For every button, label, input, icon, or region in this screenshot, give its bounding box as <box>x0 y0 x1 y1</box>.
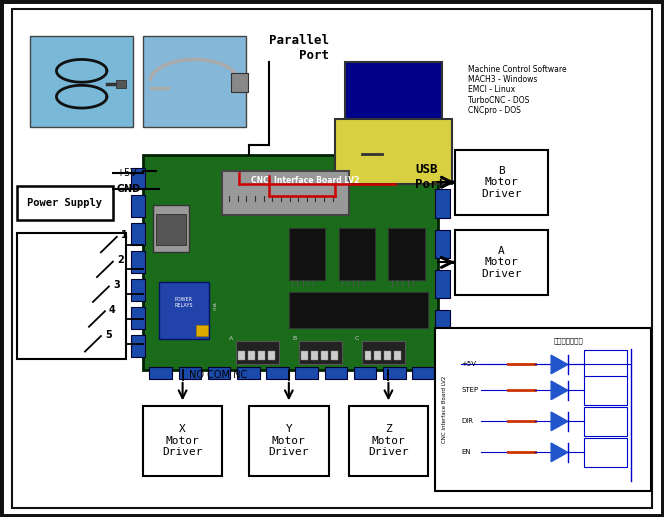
Polygon shape <box>551 381 568 400</box>
Bar <box>299 341 342 364</box>
Bar <box>268 351 275 360</box>
Text: 4: 4 <box>109 305 116 315</box>
Text: X
Motor
Driver: X Motor Driver <box>163 424 203 458</box>
Bar <box>394 351 401 360</box>
Bar <box>455 230 548 295</box>
Bar <box>384 351 391 360</box>
Bar <box>17 233 126 359</box>
Bar <box>435 270 450 298</box>
Bar <box>156 214 186 245</box>
Text: POWER
RELAYS: POWER RELAYS <box>175 297 193 308</box>
Bar <box>131 168 145 189</box>
Bar <box>249 406 329 476</box>
Bar <box>231 73 248 92</box>
Text: 2: 2 <box>117 255 124 265</box>
Bar <box>584 438 627 467</box>
Bar <box>196 325 208 336</box>
Text: EN: EN <box>461 449 471 455</box>
Text: Y
Motor
Driver: Y Motor Driver <box>269 424 309 458</box>
Bar <box>354 367 376 379</box>
Text: C: C <box>355 336 359 341</box>
Bar <box>149 367 172 379</box>
Text: B: B <box>292 336 296 341</box>
Bar <box>311 351 318 360</box>
Bar <box>131 279 145 301</box>
Text: Z
Motor
Driver: Z Motor Driver <box>369 424 408 458</box>
Bar <box>584 407 627 436</box>
Bar <box>289 228 325 280</box>
Text: 手动器连接示意: 手动器连接示意 <box>554 338 584 344</box>
Bar <box>17 186 113 220</box>
Text: STEP: STEP <box>461 387 479 393</box>
Bar <box>335 119 452 184</box>
Text: 5: 5 <box>105 330 112 340</box>
Bar <box>345 62 442 121</box>
Bar <box>374 351 381 360</box>
Bar <box>584 376 627 405</box>
Bar <box>301 351 308 360</box>
Bar <box>435 328 651 491</box>
Bar <box>388 228 425 280</box>
Bar <box>248 351 255 360</box>
Text: NO COM NC: NO COM NC <box>189 370 248 380</box>
Text: +5V: +5V <box>116 168 137 178</box>
Bar <box>383 367 406 379</box>
Bar <box>362 341 405 364</box>
Bar <box>325 367 347 379</box>
Bar <box>584 350 627 379</box>
Bar <box>435 189 450 218</box>
Bar <box>131 251 145 273</box>
Bar <box>321 351 328 360</box>
Bar <box>159 282 209 339</box>
Bar <box>455 150 548 215</box>
Text: Parallel
Port: Parallel Port <box>269 34 329 62</box>
Polygon shape <box>551 355 568 374</box>
Bar <box>208 367 230 379</box>
Text: DIR: DIR <box>461 418 473 424</box>
Text: Machine Control Software
MACH3 - Windows
EMCI - Linux
TurboCNC - DOS
CNCpro - DO: Machine Control Software MACH3 - Windows… <box>468 65 567 115</box>
Bar <box>266 367 289 379</box>
Bar <box>349 406 428 476</box>
Text: CNC  Interface Board LV2: CNC Interface Board LV2 <box>251 176 359 186</box>
Text: CHA: CHA <box>214 301 218 310</box>
Bar <box>289 292 428 328</box>
Bar <box>435 230 450 258</box>
Text: CNC Interface Board LV2: CNC Interface Board LV2 <box>442 376 448 444</box>
Bar <box>365 351 371 360</box>
Bar <box>131 195 145 217</box>
Bar <box>339 228 375 280</box>
Bar <box>435 310 450 339</box>
Text: Power Supply: Power Supply <box>27 198 102 208</box>
Bar <box>143 406 222 476</box>
Text: B
Motor
Driver: B Motor Driver <box>481 165 521 199</box>
Text: +5V: +5V <box>461 361 477 368</box>
Bar <box>295 367 318 379</box>
Text: 3: 3 <box>113 280 120 290</box>
Bar <box>237 367 260 379</box>
Text: A: A <box>229 336 233 341</box>
Bar <box>179 367 201 379</box>
Bar <box>153 205 189 252</box>
Bar <box>116 80 126 88</box>
Bar <box>258 351 265 360</box>
Bar <box>131 223 145 245</box>
Bar <box>236 341 279 364</box>
Bar <box>131 307 145 329</box>
Bar <box>30 36 133 127</box>
Bar <box>131 335 145 357</box>
Bar <box>238 351 245 360</box>
Bar <box>143 155 438 370</box>
Bar <box>222 171 349 215</box>
Bar <box>331 351 338 360</box>
Text: 1: 1 <box>121 231 127 240</box>
Bar <box>143 36 246 127</box>
Text: GND: GND <box>116 184 140 194</box>
Polygon shape <box>551 412 568 431</box>
Polygon shape <box>551 443 568 462</box>
Text: A
Motor
Driver: A Motor Driver <box>481 246 521 279</box>
Text: USB
Port: USB Port <box>415 163 445 191</box>
Bar <box>412 367 435 379</box>
